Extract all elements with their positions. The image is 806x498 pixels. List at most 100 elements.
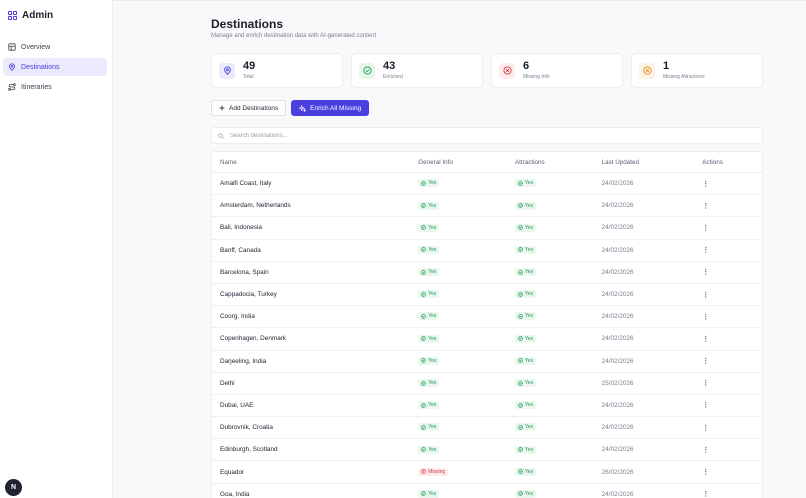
add-destinations-button[interactable]: Add Destinations xyxy=(211,100,287,116)
more-vertical-icon[interactable]: ⋮ xyxy=(702,247,710,255)
table-row[interactable]: Copenhagen, Denmark Yes Yes 24/02/2026 ⋮ xyxy=(212,328,762,351)
enrich-all-button[interactable]: Enrich All Missing xyxy=(291,100,370,116)
status-badge: Yes xyxy=(514,312,537,321)
more-vertical-icon[interactable]: ⋮ xyxy=(702,469,710,477)
more-vertical-icon[interactable]: ⋮ xyxy=(702,380,710,388)
column-header-last-updated[interactable]: Last Updated xyxy=(601,158,640,166)
status-badge: Yes xyxy=(514,423,537,432)
destination-name: Barcelona, Spain xyxy=(220,268,269,276)
actions-cell: ⋮ xyxy=(702,246,762,254)
page-title: Destinations xyxy=(211,17,284,31)
table-row[interactable]: Banff, Canada Yes Yes 24/02/2026 ⋮ xyxy=(212,240,762,262)
stat-value: 1 xyxy=(663,60,670,72)
check-circle-icon xyxy=(518,203,523,208)
status-text: Yes xyxy=(524,446,534,453)
destination-name: Cappadocia, Turkey xyxy=(220,291,277,299)
more-vertical-icon[interactable]: ⋮ xyxy=(702,335,710,343)
general-info-cell: Yes xyxy=(418,245,515,255)
avatar[interactable]: N xyxy=(5,479,22,496)
more-vertical-icon[interactable]: ⋮ xyxy=(702,424,710,432)
actions-cell: ⋮ xyxy=(702,291,762,299)
table-row[interactable]: Equador Missing Yes 26/02/2026 ⋮ xyxy=(212,461,762,484)
table-row[interactable]: Delhi Yes Yes 25/02/2026 ⋮ xyxy=(212,373,762,395)
table-row[interactable]: Edinburgh, Scotland Yes Yes 24/02/2026 ⋮ xyxy=(212,439,762,462)
table-row[interactable]: Cappadocia, Turkey Yes Yes 24/02/2026 ⋮ xyxy=(212,284,762,307)
status-text: Yes xyxy=(428,180,437,187)
sidebar-item-overview[interactable]: Overview xyxy=(3,38,107,56)
more-vertical-icon[interactable]: ⋮ xyxy=(702,224,710,232)
add-destinations-label: Add Destinations xyxy=(229,104,279,112)
destination-name: Banff, Canada xyxy=(220,246,261,254)
destination-name: Equador xyxy=(220,468,245,476)
table-row[interactable]: Barcelona, Spain Yes Yes 24/02/2026 ⋮ xyxy=(212,262,762,284)
sidebar: Admin Overview Destinations Itineraries … xyxy=(0,0,113,498)
destination-name: Dubai, UAE xyxy=(220,401,254,409)
status-text: Yes xyxy=(524,313,534,320)
main-content: Destinations Manage and enrich destinati… xyxy=(113,0,806,498)
page-subtitle: Manage and enrich destination data with … xyxy=(211,33,377,39)
table-row[interactable]: Dubai, UAE Yes Yes 24/02/2026 ⋮ xyxy=(212,395,762,418)
attractions-cell: Yes xyxy=(514,268,602,277)
more-vertical-icon[interactable]: ⋮ xyxy=(702,202,710,210)
status-text: Yes xyxy=(524,357,534,364)
more-vertical-icon[interactable]: ⋮ xyxy=(702,358,710,366)
last-updated-cell: 24/02/2026 xyxy=(601,446,634,454)
attractions-cell: Yes xyxy=(514,401,602,410)
destination-name: Darjeeling, India xyxy=(220,357,267,365)
status-text: Yes xyxy=(428,202,437,209)
table-row[interactable]: Goa, India Yes Yes 24/02/2026 ⋮ xyxy=(212,484,762,498)
status-badge: Yes xyxy=(418,268,440,277)
actions-cell: ⋮ xyxy=(702,357,762,365)
table-row[interactable]: Bali, Indonesia Yes Yes 24/02/2026 ⋮ xyxy=(212,217,762,240)
status-badge: Yes xyxy=(514,401,537,410)
actions-cell: ⋮ xyxy=(702,446,762,454)
table-row[interactable]: Amsterdam, Netherlands Yes Yes 24/02/2026 ⋮ xyxy=(212,195,762,218)
table-row[interactable]: Darjeeling, India Yes Yes 24/02/2026 ⋮ xyxy=(212,351,762,373)
sidebar-item-itineraries[interactable]: Itineraries xyxy=(3,78,107,96)
check-circle-icon xyxy=(421,247,427,253)
column-header-name[interactable]: Name xyxy=(220,158,237,166)
layout-icon xyxy=(8,43,16,51)
status-text: Yes xyxy=(428,291,437,298)
route-icon xyxy=(8,83,16,91)
attractions-cell: Yes xyxy=(514,467,602,477)
check-circle-icon xyxy=(518,425,523,430)
check-circle-icon xyxy=(421,225,427,231)
more-vertical-icon[interactable]: ⋮ xyxy=(702,291,710,299)
check-circle-icon xyxy=(518,402,523,408)
status-badge: Yes xyxy=(418,356,440,365)
check-circle-icon xyxy=(359,62,375,79)
sidebar-item-label: Overview xyxy=(21,43,51,51)
status-badge: Yes xyxy=(418,179,440,188)
table-row[interactable]: Coorg, India Yes Yes 24/02/2026 ⋮ xyxy=(212,306,762,329)
status-badge: Yes xyxy=(514,268,537,277)
brand[interactable]: Admin xyxy=(8,10,53,21)
check-circle-icon xyxy=(421,291,427,297)
status-badge: Yes xyxy=(514,379,537,388)
sidebar-item-destinations[interactable]: Destinations xyxy=(3,58,107,76)
table-row[interactable]: Dubrovnik, Croatia Yes Yes 24/02/2026 ⋮ xyxy=(212,417,762,440)
table-header: Name General Info Attractions Last Updat… xyxy=(212,152,762,173)
table-body: Amalfi Coast, Italy Yes Yes 24/02/2026 ⋮ Amst… xyxy=(212,173,762,498)
status-text: Yes xyxy=(524,202,534,209)
more-vertical-icon[interactable]: ⋮ xyxy=(702,402,710,410)
column-header-attractions[interactable]: Attractions xyxy=(514,158,545,166)
more-vertical-icon[interactable]: ⋮ xyxy=(702,313,710,321)
general-info-cell: Yes xyxy=(418,268,515,277)
search-input[interactable] xyxy=(230,132,630,139)
column-header-general-info[interactable]: General Info xyxy=(418,158,453,166)
check-circle-icon xyxy=(518,358,523,364)
general-info-cell: Yes xyxy=(418,179,515,188)
more-vertical-icon[interactable]: ⋮ xyxy=(702,269,710,277)
more-vertical-icon[interactable]: ⋮ xyxy=(702,446,710,454)
status-text: Missing xyxy=(428,468,446,475)
status-text: Yes xyxy=(524,180,534,187)
table-row[interactable]: Amalfi Coast, Italy Yes Yes 24/02/2026 ⋮ xyxy=(212,173,762,196)
status-badge: Yes xyxy=(418,445,440,454)
status-text: Yes xyxy=(524,402,534,409)
attractions-cell: Yes xyxy=(514,223,602,233)
more-vertical-icon[interactable]: ⋮ xyxy=(702,180,710,188)
check-circle-icon xyxy=(518,225,523,231)
last-updated-cell: 24/02/2026 xyxy=(601,424,634,432)
more-vertical-icon[interactable]: ⋮ xyxy=(702,491,710,498)
